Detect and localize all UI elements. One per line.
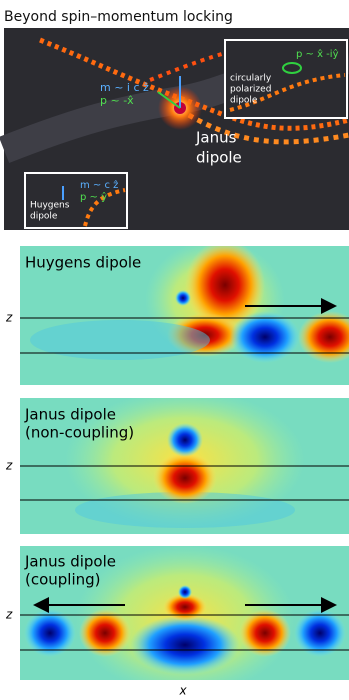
- field-blob: [230, 311, 300, 363]
- label: p ~ -x̂: [100, 94, 134, 107]
- axis-label: x: [178, 684, 187, 698]
- top-image: m ~ i c ẑ p ~ -x̂ Janus dipole p ~ x̂ -i…: [4, 28, 349, 230]
- panel-title: (coupling): [25, 571, 101, 589]
- label: p ~ x̂ -iŷ: [296, 48, 339, 60]
- label: m ~ c ẑ: [80, 179, 118, 191]
- label: Janus: [195, 129, 237, 147]
- label: p ~ ŷ: [80, 191, 107, 203]
- panel-title: Janus dipole: [24, 406, 116, 424]
- panel-title: (non-coupling): [25, 424, 134, 442]
- label: m ~ i c ẑ: [100, 81, 149, 94]
- field-blob: [130, 615, 240, 675]
- axis-label: z: [5, 459, 13, 473]
- label: circularly: [230, 74, 272, 84]
- label: dipole: [230, 96, 258, 106]
- field-blob: [178, 585, 192, 599]
- panel-title: Huygens dipole: [25, 254, 141, 272]
- axis-label: z: [5, 608, 13, 622]
- label: Huygens: [30, 201, 70, 211]
- figure-title: Beyond spin–momentum locking: [4, 9, 233, 25]
- field-blob: [175, 290, 191, 306]
- panel-title: Janus dipole: [24, 553, 116, 571]
- label: polarized: [230, 85, 271, 95]
- label: dipole: [30, 212, 58, 222]
- field-blob: [30, 320, 210, 360]
- axis-label: z: [5, 311, 13, 325]
- field-blob: [167, 423, 203, 457]
- field-blob: [153, 452, 217, 504]
- label: dipole: [196, 149, 242, 167]
- figure: Beyond spin–momentum locking m ~ i c ẑ p…: [0, 0, 349, 700]
